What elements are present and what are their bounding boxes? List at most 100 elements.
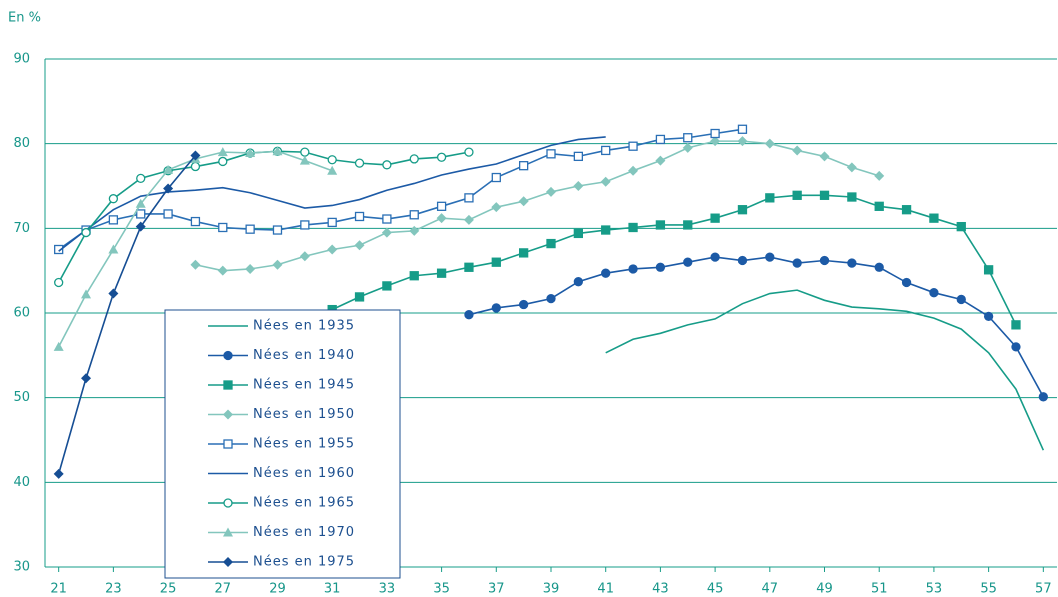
x-tick-label: 39 <box>543 582 560 597</box>
x-tick-label: 43 <box>652 582 669 597</box>
point <box>464 262 474 272</box>
x-tick-label: 53 <box>926 582 943 597</box>
series-line <box>468 256 1045 398</box>
point <box>546 149 556 159</box>
point <box>464 147 474 157</box>
point <box>874 201 884 211</box>
legend-marker <box>223 498 233 508</box>
x-tick-label: 49 <box>816 582 833 597</box>
y-tick-label: 80 <box>13 136 30 151</box>
legend-label: Nées en 1940 <box>253 348 355 363</box>
series-line <box>605 289 1045 451</box>
point <box>819 190 830 200</box>
x-tick-label: 25 <box>160 582 177 597</box>
point <box>819 255 830 266</box>
point <box>491 202 502 213</box>
legend-label: Nées en 1960 <box>253 466 355 481</box>
point <box>546 186 556 197</box>
legend-label: Nées en 1970 <box>253 525 355 540</box>
y-tick-label: 70 <box>13 221 30 236</box>
point <box>518 299 529 310</box>
x-tick-label: 47 <box>762 582 779 597</box>
legend-marker <box>223 439 233 449</box>
point <box>573 228 584 239</box>
point <box>218 156 228 167</box>
point <box>409 210 419 220</box>
point <box>655 220 666 230</box>
point <box>382 160 392 170</box>
point <box>190 150 201 161</box>
point <box>683 133 693 143</box>
point <box>683 257 693 267</box>
legend-label: Nées en 1945 <box>253 378 355 393</box>
point <box>601 268 611 278</box>
point <box>573 151 584 162</box>
point <box>190 216 201 227</box>
x-tick-label: 51 <box>871 582 888 597</box>
point <box>436 268 447 278</box>
x-tick-label: 35 <box>433 582 450 597</box>
point <box>683 220 693 230</box>
point <box>491 172 501 183</box>
y-tick-label: 90 <box>13 52 30 67</box>
point <box>901 205 912 215</box>
point <box>354 211 365 222</box>
point <box>163 164 174 174</box>
point <box>765 193 775 203</box>
point <box>655 134 666 145</box>
point <box>190 161 201 172</box>
point <box>737 255 748 266</box>
x-tick-label: 27 <box>215 582 232 597</box>
point <box>546 238 556 249</box>
point <box>1011 342 1021 352</box>
point <box>546 293 556 304</box>
point <box>874 262 884 272</box>
point <box>655 155 666 166</box>
y-axis-label: En % <box>8 11 41 26</box>
point <box>491 303 501 313</box>
point <box>53 468 64 479</box>
point <box>819 151 830 162</box>
point <box>354 240 365 251</box>
point <box>81 227 91 238</box>
point <box>518 161 529 171</box>
point <box>518 196 529 207</box>
point <box>573 181 584 191</box>
point <box>792 190 802 200</box>
point <box>54 244 64 255</box>
x-tick-label: 33 <box>379 582 396 597</box>
y-tick-label: 50 <box>13 390 30 405</box>
point <box>901 277 912 288</box>
legend-label: Nées en 1935 <box>253 319 355 334</box>
point <box>108 215 119 225</box>
point <box>710 128 720 139</box>
point <box>737 124 748 134</box>
point <box>382 214 392 224</box>
point <box>956 294 966 305</box>
point <box>682 142 693 153</box>
point <box>518 248 529 258</box>
point <box>327 155 337 165</box>
point <box>218 222 228 233</box>
point <box>956 221 966 232</box>
point <box>929 288 939 298</box>
x-tick-label: 41 <box>597 582 614 597</box>
legend-box <box>164 309 401 579</box>
x-tick-label: 55 <box>980 582 997 597</box>
point <box>54 277 64 288</box>
x-tick-label: 21 <box>50 582 67 597</box>
point <box>710 252 720 262</box>
point <box>327 165 338 175</box>
legend-label: Nées en 1950 <box>253 407 355 422</box>
x-tick-label: 29 <box>269 582 286 597</box>
point <box>628 165 639 176</box>
legend-marker <box>223 380 233 390</box>
legend-marker <box>223 350 233 361</box>
point <box>81 289 92 299</box>
point <box>628 264 638 274</box>
point <box>846 162 857 173</box>
point <box>163 183 174 194</box>
x-tick-label: 37 <box>488 582 505 597</box>
point <box>135 221 146 232</box>
point <box>983 311 994 322</box>
